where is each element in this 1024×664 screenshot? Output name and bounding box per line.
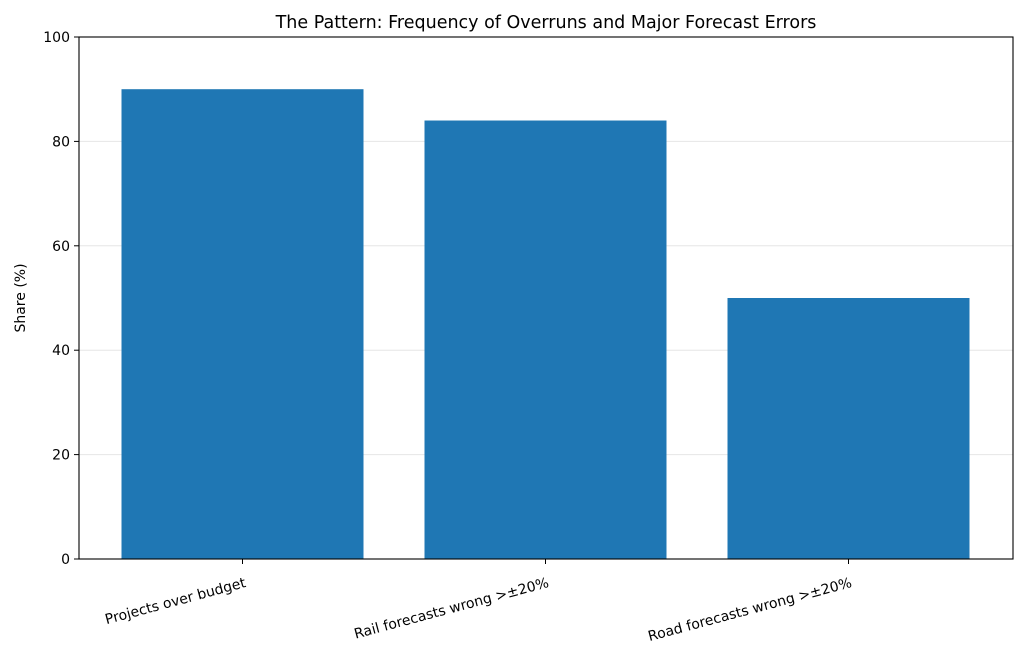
x-axis: Projects over budget Rail forecasts wrong… [103, 559, 854, 645]
x-tick-label: Road forecasts wrong >±20% [646, 575, 853, 645]
y-tick-label: 0 [61, 552, 70, 568]
bar [121, 89, 364, 559]
y-axis: 0 20 40 60 80 100 [43, 30, 79, 568]
y-axis-label: Share (%) [13, 263, 29, 332]
y-tick-label: 80 [52, 134, 70, 150]
bars [121, 89, 970, 560]
chart-title: The Pattern: Frequency of Overruns and M… [275, 13, 817, 33]
y-tick-label: 20 [52, 448, 70, 464]
y-tick-label: 60 [52, 239, 70, 255]
y-tick-label: 100 [43, 30, 70, 46]
x-tick-label: Rail forecasts wrong >±20% [352, 575, 550, 642]
bar [424, 120, 667, 560]
bar [727, 298, 970, 559]
y-tick-label: 40 [52, 343, 70, 359]
x-tick-label: Projects over budget [103, 575, 248, 628]
